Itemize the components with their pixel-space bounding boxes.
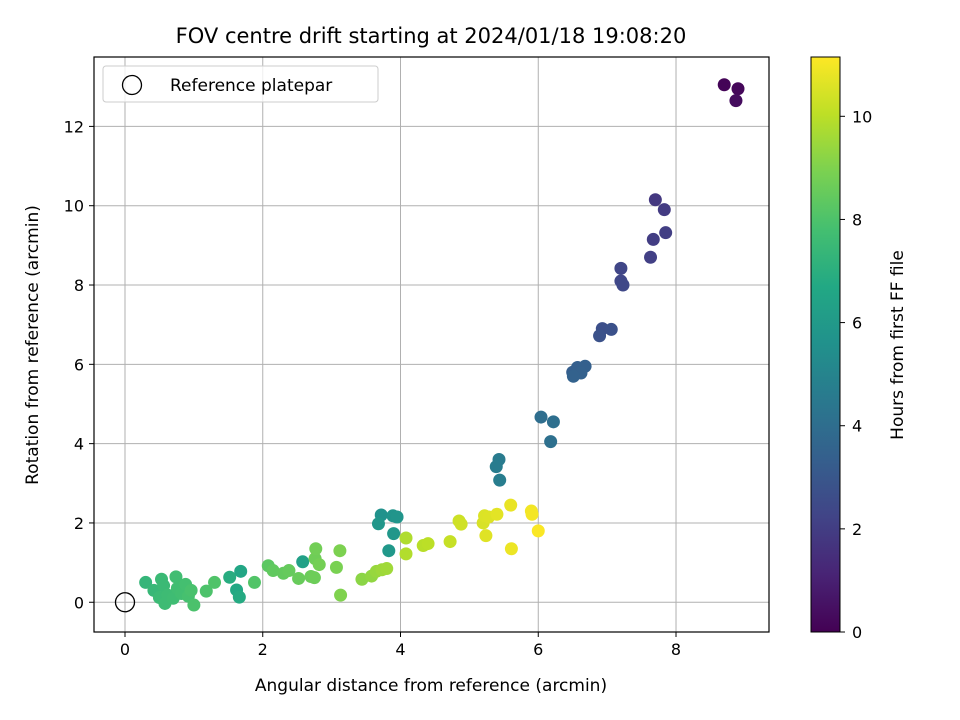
data-point: [390, 510, 404, 524]
colorbar-gradient: [810, 56, 841, 633]
data-point: [504, 542, 518, 556]
data-point: [489, 460, 503, 474]
data-point: [292, 571, 306, 585]
colorbar-tick-label: 2: [852, 520, 862, 539]
colorbar-label: Hours from first FF file: [888, 250, 908, 440]
data-point: [333, 544, 347, 558]
data-point: [399, 547, 413, 561]
legend-box: [102, 65, 379, 103]
data-point: [614, 261, 628, 275]
x-tick-label: 0: [120, 640, 130, 659]
colorbar-tick-label: 0: [852, 623, 862, 642]
data-point: [644, 250, 658, 264]
reference-platepar-marker: [114, 592, 136, 613]
grid-lines: [94, 57, 769, 632]
legend-reference-label: Reference platepar: [170, 76, 332, 96]
y-tick-label: 4: [74, 435, 84, 454]
data-point: [454, 517, 468, 531]
data-point: [387, 527, 401, 541]
data-point: [525, 507, 539, 521]
colorbar-ticks: 0 2 4 6 8 10: [840, 107, 872, 642]
data-point: [399, 531, 413, 545]
data-point: [307, 571, 321, 585]
colorbar: 0 2 4 6 8 10 Hours from first FF file: [810, 56, 908, 642]
x-axis-label: Angular distance from reference (arcmin): [255, 676, 607, 696]
chart-title: FOV centre drift starting at 2024/01/18 …: [176, 24, 687, 48]
data-point: [169, 570, 183, 584]
data-point: [504, 498, 518, 512]
y-tick-label: 6: [74, 355, 84, 374]
data-point: [534, 410, 548, 424]
x-tick-label: 8: [671, 640, 681, 659]
legend: Reference platepar: [102, 65, 379, 103]
data-point: [593, 329, 607, 343]
plot-frame: [93, 56, 770, 633]
data-point: [546, 415, 560, 429]
y-tick-label: 8: [74, 276, 84, 295]
data-point: [646, 232, 660, 246]
data-point: [729, 94, 743, 108]
colorbar-tick-label: 6: [852, 314, 862, 333]
data-point: [531, 524, 545, 538]
x-tick-label: 6: [533, 640, 543, 659]
data-point: [479, 529, 493, 543]
data-point: [604, 322, 618, 336]
colorbar-tick-label: 10: [852, 107, 872, 126]
data-point: [309, 542, 323, 556]
data-point: [616, 278, 630, 292]
data-point: [421, 537, 435, 551]
y-tick-label: 2: [74, 514, 84, 533]
data-point: [184, 583, 198, 597]
data-point: [371, 517, 385, 531]
y-tick-label: 10: [64, 197, 84, 216]
y-tick-label: 0: [74, 593, 84, 612]
y-axis-label: Rotation from reference (arcmin): [23, 205, 43, 485]
data-point: [648, 193, 662, 207]
data-point: [187, 598, 201, 612]
y-tick-label: 12: [64, 117, 84, 136]
data-point: [380, 562, 394, 576]
data-point: [717, 78, 731, 92]
axis-ticks: 0 2 4 6 8 0 2 4 6 8 10 12: [64, 117, 681, 659]
data-point: [232, 590, 246, 604]
data-point: [382, 544, 396, 558]
x-tick-label: 2: [258, 640, 268, 659]
data-point: [199, 584, 213, 598]
data-point: [544, 435, 558, 449]
data-point: [443, 535, 457, 549]
data-point: [657, 203, 671, 217]
data-point: [266, 564, 280, 578]
colorbar-tick-label: 4: [852, 417, 862, 436]
data-point: [731, 82, 745, 96]
data-point: [296, 555, 310, 569]
data-point: [247, 575, 261, 589]
data-point: [493, 473, 507, 487]
colorbar-tick-label: 8: [852, 210, 862, 229]
data-point: [566, 369, 580, 383]
data-point: [312, 558, 326, 572]
data-point: [329, 560, 343, 574]
data-point: [139, 575, 153, 589]
data-point: [659, 226, 673, 240]
data-point: [223, 570, 237, 584]
data-point: [208, 575, 222, 589]
data-points: [114, 78, 745, 613]
data-point: [282, 564, 296, 578]
legend-reference-marker: [121, 74, 143, 96]
data-point: [334, 588, 348, 602]
data-point: [490, 507, 504, 521]
data-point: [234, 564, 248, 578]
x-tick-label: 4: [395, 640, 405, 659]
